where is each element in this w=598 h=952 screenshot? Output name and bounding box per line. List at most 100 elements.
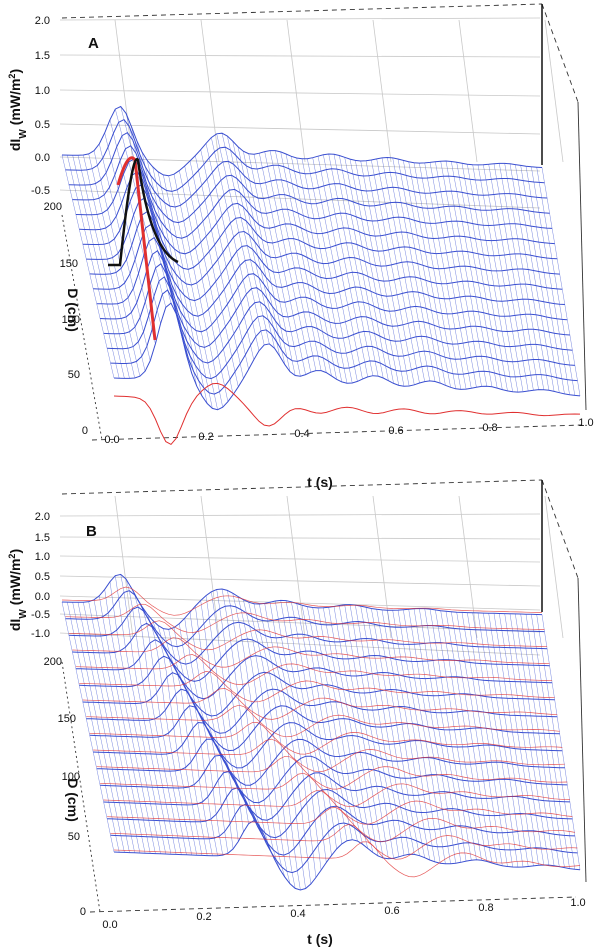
mesh-line [520,165,524,181]
mesh-line [101,719,106,736]
mesh-line [422,236,426,253]
mesh-line [477,612,481,630]
mesh-line [268,649,272,663]
mesh-line [197,226,202,243]
mesh-line [406,691,410,708]
mesh-line [363,769,367,789]
mesh-line [343,258,348,274]
mesh-line [393,706,397,726]
mesh-line [541,682,545,700]
mesh-line [108,702,113,720]
mesh-line [224,229,229,245]
mesh-line [467,710,471,729]
mesh-line [212,789,217,815]
mesh-line [451,221,455,237]
mesh-line [278,272,283,288]
mesh-line [488,712,492,730]
mesh-line [435,253,439,269]
mesh-line [402,760,406,779]
mesh-line [504,814,508,833]
mesh-line [219,733,224,749]
mesh-line [123,173,128,188]
mesh-line [498,681,503,699]
mesh-line [188,216,193,233]
mesh-line [473,813,477,830]
mesh-line [491,329,495,345]
mesh-line [330,247,334,263]
mesh-line [369,360,374,376]
mesh-line [467,677,471,695]
mesh-line [493,285,497,302]
mesh-line [541,648,545,666]
mesh-line [512,664,516,682]
mesh-line [115,109,119,123]
mesh-line [320,738,325,753]
mesh-line [411,369,415,385]
mesh-line [382,188,386,204]
mesh-line [530,226,534,242]
mesh-line [485,240,489,256]
mesh-line [398,643,402,661]
mesh-line [431,846,436,862]
mesh-line [395,172,399,188]
mesh-line [327,789,331,807]
mesh-line [279,225,284,240]
mesh-line [491,240,495,256]
mesh-line [522,631,527,649]
mesh-line [273,195,278,211]
mesh-line [541,750,545,768]
mesh-line [239,782,244,794]
mesh-line [464,693,468,711]
mesh-line [385,841,389,859]
mesh-line [201,331,205,348]
mesh-line [156,635,161,643]
mesh-line [328,153,332,169]
mesh-line [415,306,419,322]
mesh-line [145,753,150,771]
mesh-line [359,722,364,738]
mesh-line [483,680,487,697]
mesh-line [402,324,406,340]
mesh-line [368,622,373,639]
mesh-line [435,609,439,627]
mesh-line [281,637,285,655]
mesh-line [164,202,169,219]
mesh-line [101,768,106,786]
mesh-line [203,838,208,856]
mesh-line [182,744,186,768]
mesh-line [347,172,351,188]
mesh-line [335,701,340,719]
mesh-line [538,242,542,258]
mesh-line [203,623,208,648]
mesh-line [452,373,456,389]
mesh-line [360,160,364,177]
mesh-line [115,575,119,599]
mesh-line [475,326,479,342]
mesh-line [236,178,241,193]
mesh-line [504,746,508,764]
mesh-line [256,168,261,184]
mesh-line [217,355,222,371]
mesh-line [366,788,370,807]
mesh-line [189,821,194,839]
mesh-line [377,251,382,267]
mesh-line [252,249,256,264]
mesh-line [499,613,503,631]
mesh-line [370,291,375,307]
mesh-line [232,141,237,156]
mesh-line [225,326,229,342]
mesh-line [504,681,508,699]
mesh-line [459,236,463,252]
mesh-line [435,161,439,177]
mesh-line [152,737,157,755]
mesh-line [298,240,303,255]
mesh-line [195,365,199,381]
mesh-line [209,762,214,790]
mesh-line [288,345,293,361]
mesh-line [446,776,451,793]
mesh-line [237,203,242,218]
mesh-line [422,207,426,223]
grid-line [544,19,564,163]
mesh-line [369,331,373,347]
